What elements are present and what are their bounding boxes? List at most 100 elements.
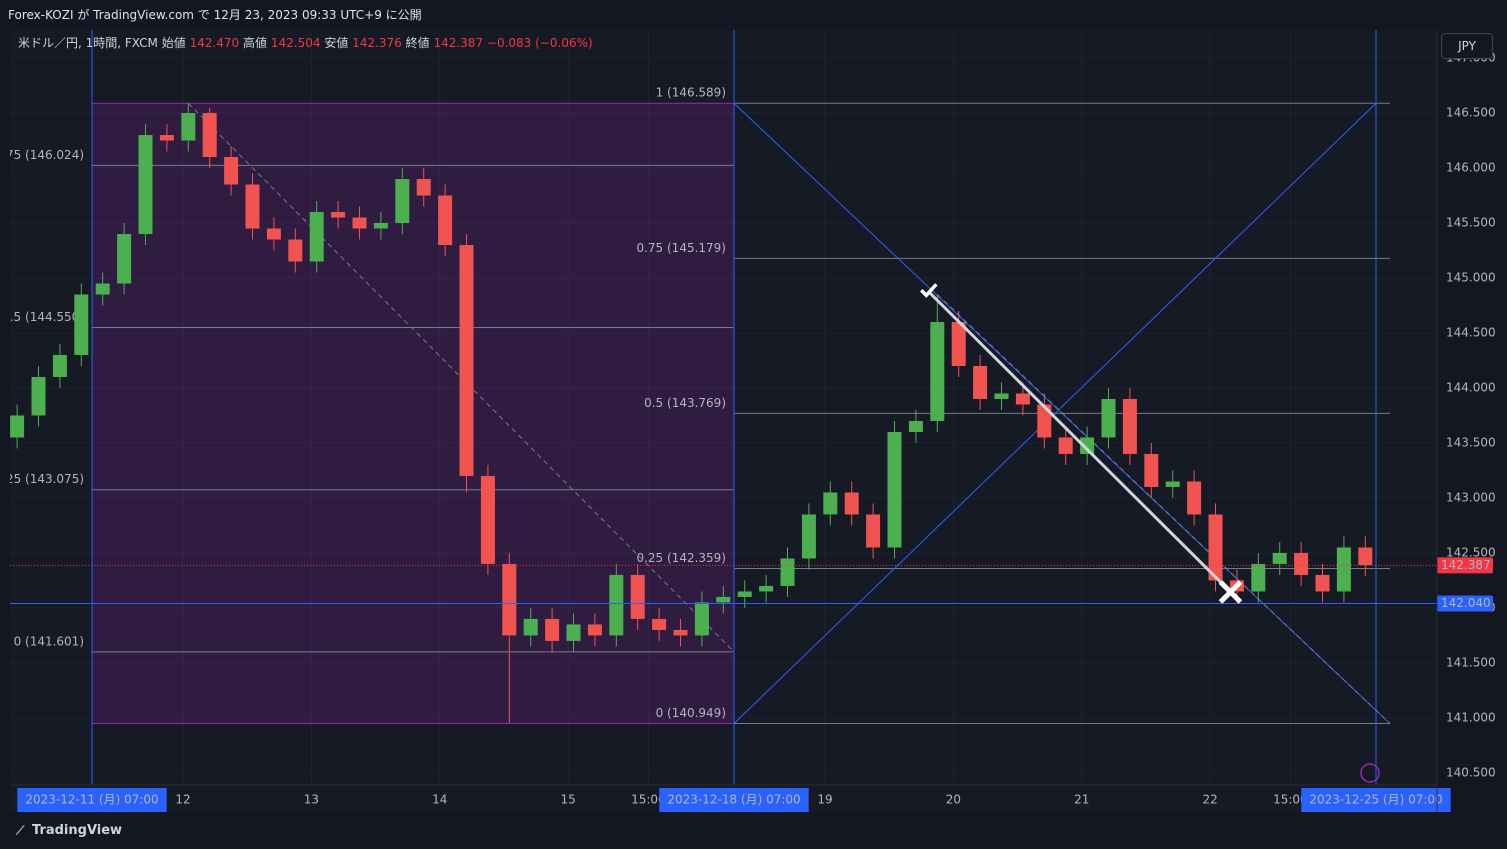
candle-body xyxy=(416,179,431,196)
x-tick-label: 15:00 xyxy=(631,793,666,807)
candle-body xyxy=(1251,563,1266,592)
candle-body xyxy=(288,239,303,262)
logo-mark: ⟋ xyxy=(15,824,25,838)
candle-body xyxy=(31,376,46,416)
x-tick-label: 14 xyxy=(432,793,447,807)
candle-body xyxy=(545,618,560,641)
x-tick-label: 2023-12-11 (月) 07:00 xyxy=(25,793,158,807)
candle-body xyxy=(309,212,324,262)
candle-body xyxy=(138,135,153,235)
candle-body xyxy=(95,283,110,295)
check-icon xyxy=(920,283,938,298)
candle-body xyxy=(459,245,474,476)
legend: 米ドル／円, 1時間, FXCM 始値 142.470 高値 142.504 安… xyxy=(18,34,597,51)
fib-label: 0.5 (143.769) xyxy=(644,396,726,410)
legend-text: −0.083 (−0.06%) xyxy=(486,36,593,50)
candle-body xyxy=(694,602,709,636)
candle-body xyxy=(1165,481,1180,487)
fib-label: 0 (140.949) xyxy=(656,706,726,720)
legend-text: 142.387 xyxy=(433,36,484,50)
footer: TradingView xyxy=(32,823,123,838)
candle-body xyxy=(266,228,281,240)
candle-body xyxy=(930,321,945,421)
candle-body xyxy=(352,217,367,229)
candle-body xyxy=(866,514,881,548)
fib-label: 0 (141.601) xyxy=(14,634,84,648)
x-tick-label: 13 xyxy=(304,793,319,807)
legend-text: 終値 xyxy=(405,36,430,50)
candle-body xyxy=(1058,437,1073,454)
trend-line xyxy=(733,102,1377,724)
candle-body xyxy=(331,212,346,218)
x-tick-label: 22 xyxy=(1203,793,1218,807)
candle-body xyxy=(823,492,838,515)
x-tick-label: 2023-12-25 (月) 07:00 xyxy=(1309,793,1442,807)
candle-body xyxy=(759,585,774,592)
legend-text: 142.376 xyxy=(352,36,402,50)
candle-body xyxy=(1358,547,1373,566)
y-tick-label: 146.500 xyxy=(1446,106,1496,120)
y-tick-label: 145.000 xyxy=(1446,271,1496,285)
y-tick-label: 146.000 xyxy=(1446,161,1496,175)
y-tick-label: 144.500 xyxy=(1446,325,1496,339)
candle-body xyxy=(737,591,752,597)
candle-body xyxy=(224,157,239,185)
candle-body xyxy=(1272,552,1287,564)
candle-body xyxy=(438,195,453,246)
candle-body xyxy=(887,431,902,548)
x-tick-label: 12 xyxy=(175,793,190,807)
y-tick-label: 140.500 xyxy=(1446,765,1496,779)
arrow-line xyxy=(928,291,1232,594)
y-tick-label: 143.000 xyxy=(1446,490,1496,504)
legend-text: 142.470 xyxy=(189,36,240,50)
x-tick-label: 15 xyxy=(561,793,576,807)
y-tick-label: 142.500 xyxy=(1446,545,1496,559)
candle-body xyxy=(1080,437,1095,454)
price-tag xyxy=(1437,557,1493,574)
cross-icon xyxy=(1218,580,1243,604)
candle-body xyxy=(1037,404,1052,438)
candle-body xyxy=(159,135,174,141)
candle-body xyxy=(566,624,581,641)
x-tick-label: 19 xyxy=(817,793,832,807)
x-tick-highlight xyxy=(17,788,167,812)
header: Forex-KOZI が TradingView.com で 12月 23, 2… xyxy=(8,8,422,22)
candle-body xyxy=(587,624,602,636)
trend-line xyxy=(733,102,1391,724)
price-tag-label: 142.387 xyxy=(1441,558,1491,572)
candle-body xyxy=(844,492,859,515)
trend-line xyxy=(187,102,735,653)
fib-label: 1 (146.589) xyxy=(656,86,726,100)
price-tag xyxy=(1437,595,1493,612)
currency-button[interactable]: JPY xyxy=(1441,33,1493,59)
fib-label: 0.75 (146.024) xyxy=(0,148,84,162)
candle-body xyxy=(673,629,688,636)
candle-body xyxy=(1208,514,1223,581)
candle-body xyxy=(1294,552,1309,575)
candle-body xyxy=(1315,574,1330,592)
x-tick-label: 15:00 xyxy=(1273,793,1308,807)
candle-body xyxy=(801,514,816,559)
legend-text: 高値 xyxy=(243,36,268,50)
legend-text: 米ドル／円, 1時間, FXCM xyxy=(18,36,158,50)
candle-body xyxy=(1144,453,1159,487)
candle-body xyxy=(1187,481,1202,515)
candle-body xyxy=(502,563,517,636)
candle-body xyxy=(780,558,795,586)
x-tick-highlight xyxy=(659,788,809,812)
plot-bg xyxy=(10,30,1437,813)
candle-body xyxy=(181,113,196,141)
legend-text: 142.504 xyxy=(270,36,321,50)
trend-line xyxy=(936,294,1391,724)
x-tick-label: 20 xyxy=(946,793,961,807)
y-tick-label: 144.000 xyxy=(1446,380,1496,394)
candle-body xyxy=(117,234,132,284)
candle-body xyxy=(52,354,67,377)
y-tick-label: 145.500 xyxy=(1446,216,1496,230)
fib-box xyxy=(91,102,735,725)
candle-body xyxy=(609,574,624,636)
candle-body xyxy=(373,223,388,229)
candle-body xyxy=(523,618,538,636)
